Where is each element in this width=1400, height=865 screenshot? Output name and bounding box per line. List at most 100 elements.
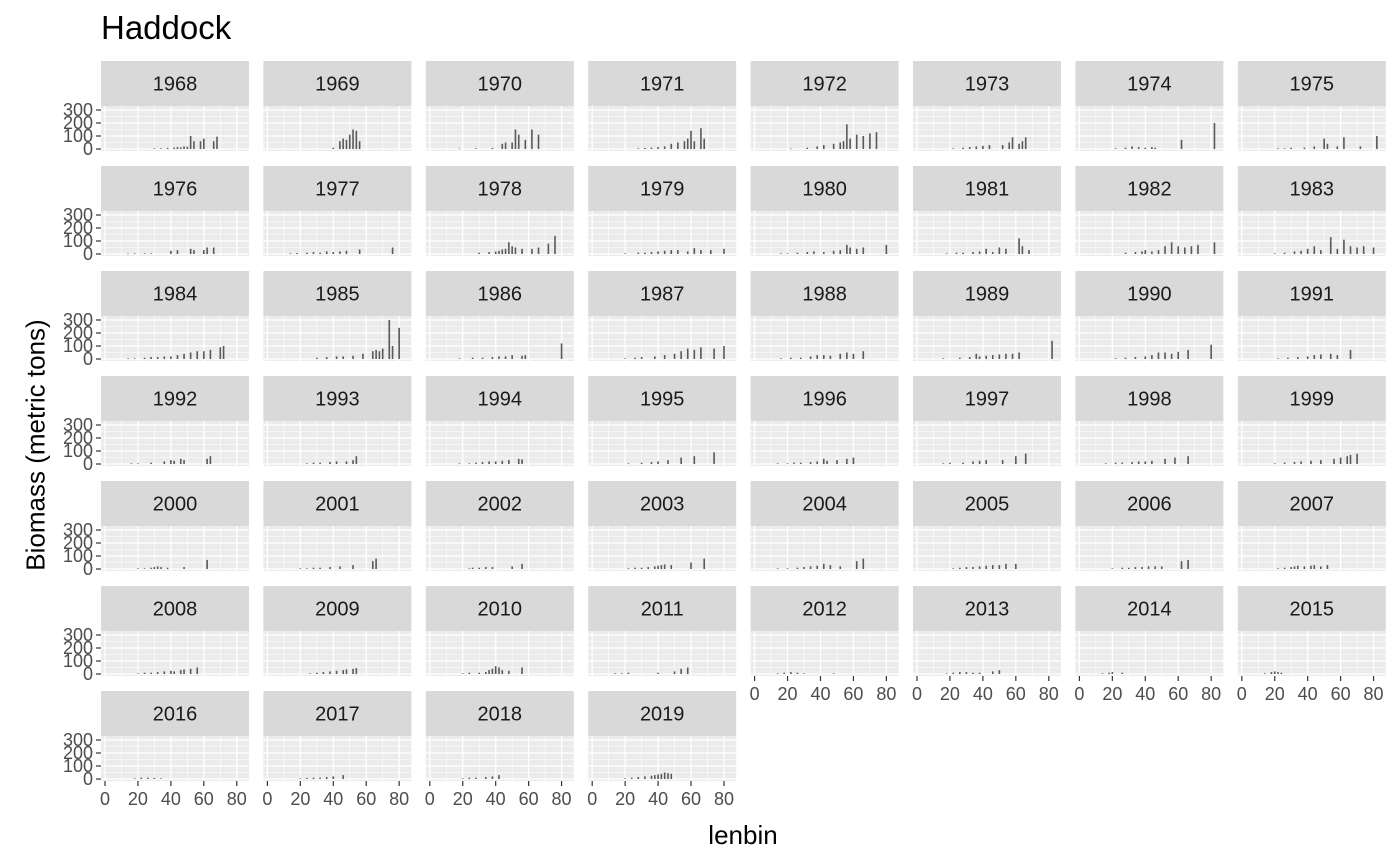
bar	[786, 253, 789, 254]
facet-strip-label: 1972	[802, 74, 847, 96]
bar	[345, 461, 348, 464]
bar	[690, 130, 692, 149]
facet-strip	[588, 61, 737, 106]
y-tick-label: 0	[83, 139, 93, 159]
facet-panel	[750, 106, 899, 151]
bar	[862, 247, 865, 254]
bar	[163, 461, 166, 464]
facet-strip-label: 2012	[802, 599, 847, 621]
facet-strip-label: 2011	[641, 599, 684, 621]
facet-panel	[588, 421, 737, 466]
bar	[183, 353, 185, 359]
bar	[498, 250, 500, 254]
bar	[985, 565, 987, 569]
bar	[780, 253, 782, 254]
facet-strip-label: 1996	[802, 389, 847, 411]
facet-strip	[1237, 271, 1386, 316]
bar	[1283, 567, 1286, 569]
bar	[468, 672, 471, 674]
bar	[700, 250, 702, 254]
bar	[1164, 458, 1166, 464]
bar	[790, 148, 792, 150]
bar	[1356, 247, 1358, 254]
bar	[1323, 138, 1325, 149]
bar	[521, 459, 523, 464]
bar	[521, 667, 523, 674]
bar	[193, 250, 195, 254]
facet-strip	[1237, 166, 1386, 211]
y-tick-label: 100	[63, 546, 93, 566]
bar	[166, 567, 169, 569]
bar	[196, 351, 199, 359]
bar	[816, 461, 818, 464]
bar	[1114, 462, 1117, 464]
bar	[358, 249, 361, 254]
bar	[650, 147, 653, 149]
bar	[985, 355, 987, 359]
bar	[160, 148, 162, 149]
facet-strip	[425, 166, 574, 211]
y-tick-label: 200	[63, 113, 93, 133]
bar	[978, 356, 981, 359]
bar	[839, 353, 842, 359]
bar	[1320, 354, 1322, 359]
bar	[1018, 238, 1020, 254]
bar	[1343, 239, 1345, 254]
facet-strip-label: 1999	[1290, 389, 1335, 411]
bar	[713, 348, 715, 359]
bar	[325, 357, 328, 359]
bar	[790, 672, 792, 674]
facet-strip	[913, 586, 1061, 631]
bar	[560, 343, 563, 359]
bar	[1177, 351, 1180, 359]
bar	[634, 357, 636, 359]
bar	[1184, 247, 1186, 254]
bar	[150, 672, 152, 674]
bar	[189, 136, 192, 149]
bar	[839, 566, 842, 569]
bar	[1170, 353, 1173, 359]
facet-panel	[588, 316, 737, 361]
bar	[985, 248, 987, 254]
bar	[206, 247, 208, 254]
bar	[339, 566, 341, 569]
bar	[862, 351, 865, 359]
bar	[637, 252, 640, 254]
bar	[1273, 253, 1276, 254]
facet-strip	[588, 166, 737, 211]
bar	[627, 568, 630, 569]
y-tick-label: 200	[63, 533, 93, 553]
bar	[1128, 567, 1130, 569]
x-tick-label: 20	[940, 684, 960, 704]
bar	[1134, 567, 1137, 569]
bar	[968, 357, 971, 359]
bar	[1137, 461, 1140, 464]
bar	[1293, 566, 1296, 569]
facet-strip-label: 1974	[1127, 74, 1172, 96]
bar	[1313, 146, 1316, 149]
bar	[1108, 672, 1110, 674]
bar	[1303, 147, 1306, 149]
bar	[822, 252, 825, 254]
bar	[1277, 358, 1279, 359]
facet-panel	[750, 421, 899, 466]
facet-strip	[1237, 61, 1386, 106]
bar	[1180, 139, 1183, 149]
bar	[653, 566, 656, 569]
bar	[179, 670, 182, 674]
facet-strip-label: 2019	[640, 704, 685, 726]
bar	[1290, 147, 1293, 149]
bar	[143, 357, 146, 359]
bar	[1154, 147, 1156, 149]
y-tick-label: 200	[63, 218, 93, 238]
bar	[189, 352, 192, 359]
bar	[1011, 353, 1014, 359]
bar	[1187, 349, 1189, 359]
facet-panel	[101, 526, 249, 571]
x-tick-label: 40	[323, 789, 343, 809]
facet-panel	[425, 421, 574, 466]
facet-panel	[425, 736, 574, 781]
x-tick-label: 0	[100, 789, 110, 809]
facet-panel	[425, 526, 574, 571]
facet-panel	[913, 106, 1061, 151]
